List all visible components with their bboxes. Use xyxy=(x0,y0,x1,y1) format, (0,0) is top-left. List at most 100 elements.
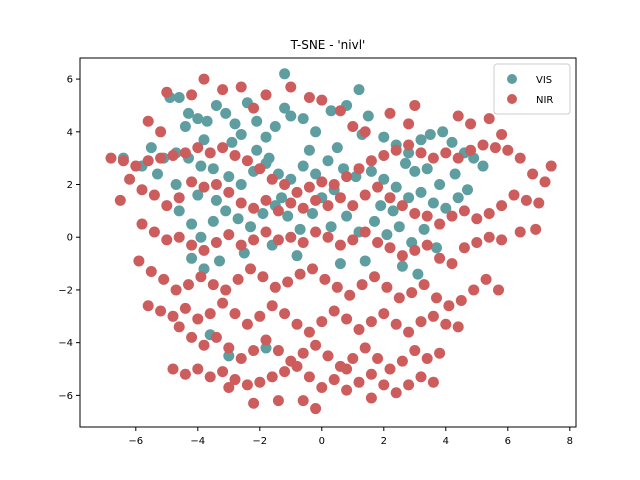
scatter-point-nir-95 xyxy=(148,226,160,238)
scatter-point-nir-171 xyxy=(328,305,340,317)
scatter-point-nir-89 xyxy=(483,208,495,220)
scatter-point-vis-54 xyxy=(452,192,464,204)
scatter-point-nir-44 xyxy=(285,81,297,93)
scatter-point-nir-220 xyxy=(365,368,377,380)
x-tick-label: 0 xyxy=(319,436,325,447)
scatter-point-nir-222 xyxy=(390,387,402,399)
scatter-point-nir-230 xyxy=(365,392,377,404)
scatter-point-vis-115 xyxy=(279,102,291,114)
scatter-point-nir-75 xyxy=(310,194,322,206)
scatter-point-vis-92 xyxy=(331,142,343,154)
scatter-point-nir-91 xyxy=(508,189,520,201)
scatter-point-nir-179 xyxy=(427,310,439,322)
scatter-point-vis-51 xyxy=(415,186,427,198)
scatter-point-nir-35 xyxy=(539,176,551,188)
scatter-point-nir-121 xyxy=(471,237,483,248)
scatter-point-nir-61 xyxy=(136,184,148,196)
scatter-point-nir-100 xyxy=(210,237,222,248)
scatter-point-nir-135 xyxy=(245,263,256,275)
scatter-point-nir-203 xyxy=(434,347,446,359)
scatter-point-nir-160 xyxy=(192,313,204,325)
scatter-point-nir-16 xyxy=(303,181,315,193)
scatter-point-nir-101 xyxy=(223,229,235,241)
scatter-point-vis-18 xyxy=(353,84,365,96)
scatter-point-nir-11 xyxy=(241,155,253,167)
scatter-point-nir-151 xyxy=(443,300,455,312)
scatter-point-vis-87 xyxy=(375,200,387,212)
scatter-point-nir-103 xyxy=(248,234,260,246)
scatter-point-nir-104 xyxy=(260,226,272,238)
scatter-point-nir-65 xyxy=(186,176,198,188)
scatter-point-vis-20 xyxy=(378,131,390,143)
scatter-point-nir-189 xyxy=(260,334,272,346)
scatter-point-nir-156 xyxy=(142,300,154,312)
scatter-point-vis-56 xyxy=(173,205,185,217)
scatter-point-nir-52 xyxy=(409,99,421,111)
scatter-point-nir-208 xyxy=(217,366,229,378)
scatter-point-nir-201 xyxy=(409,345,421,357)
scatter-point-nir-109 xyxy=(322,231,334,243)
scatter-point-nir-41 xyxy=(235,81,247,93)
scatter-point-nir-66 xyxy=(198,181,210,193)
scatter-point-vis-25 xyxy=(437,126,449,138)
scatter-point-vis-59 xyxy=(207,215,219,227)
y-tick-label: 6 xyxy=(67,75,73,86)
scatter-point-vis-85 xyxy=(396,260,408,272)
scatter-point-nir-23 xyxy=(390,144,402,156)
scatter-point-nir-168 xyxy=(291,318,303,330)
scatter-point-nir-98 xyxy=(186,239,198,251)
scatter-point-vis-13 xyxy=(285,110,297,122)
scatter-point-nir-71 xyxy=(260,194,272,206)
x-tick-label: 6 xyxy=(505,436,511,447)
y-tick-label: 0 xyxy=(67,233,73,244)
scatter-point-vis-60 xyxy=(220,205,232,217)
legend-label-nir: NIR xyxy=(536,95,553,106)
scatter-point-nir-161 xyxy=(204,308,216,320)
scatter-point-nir-218 xyxy=(341,384,353,396)
scatter-point-nir-105 xyxy=(272,234,284,246)
y-tick-label: −2 xyxy=(58,285,73,296)
scatter-point-vis-14 xyxy=(297,113,309,125)
scatter-point-nir-78 xyxy=(347,200,359,212)
scatter-point-nir-36 xyxy=(545,160,557,172)
scatter-point-nir-68 xyxy=(223,186,235,198)
scatter-point-vis-57 xyxy=(186,218,198,230)
scatter-point-nir-30 xyxy=(477,139,489,151)
scatter-point-nir-172 xyxy=(341,313,353,325)
scatter-point-nir-122 xyxy=(483,231,495,243)
scatter-point-vis-103 xyxy=(192,189,204,201)
scatter-point-nir-4 xyxy=(155,152,167,164)
scatter-point-nir-112 xyxy=(359,226,371,238)
scatter-point-nir-138 xyxy=(282,276,294,288)
scatter-point-vis-62 xyxy=(245,221,256,233)
scatter-point-nir-165 xyxy=(254,310,266,322)
scatter-point-vis-35 xyxy=(207,163,219,175)
scatter-point-nir-144 xyxy=(356,279,368,291)
scatter-point-nir-173 xyxy=(353,323,365,335)
scatter-point-nir-197 xyxy=(359,342,371,354)
scatter-point-nir-84 xyxy=(421,210,433,222)
scatter-point-nir-80 xyxy=(372,181,384,193)
scatter-point-nir-183 xyxy=(186,331,198,343)
scatter-point-nir-77 xyxy=(334,192,346,204)
scatter-point-nir-15 xyxy=(291,186,303,198)
scatter-point-nir-37 xyxy=(161,86,173,98)
scatter-point-nir-9 xyxy=(217,142,229,154)
chart-title: T-SNE - 'nivl' xyxy=(290,38,366,52)
scatter-point-nir-13 xyxy=(266,173,278,185)
scatter-point-nir-1 xyxy=(117,155,129,167)
scatter-point-vis-43 xyxy=(310,168,322,180)
scatter-point-nir-115 xyxy=(396,250,408,262)
scatter-point-nir-97 xyxy=(173,231,185,243)
scatter-point-vis-50 xyxy=(403,192,415,204)
legend-marker-nir xyxy=(507,94,517,104)
scatter-point-nir-31 xyxy=(489,142,501,154)
scatter-point-nir-209 xyxy=(229,374,241,386)
scatter-point-vis-15 xyxy=(310,126,322,138)
scatter-point-nir-34 xyxy=(527,168,539,180)
scatter-point-nir-111 xyxy=(347,234,359,246)
scatter-point-nir-157 xyxy=(155,305,167,317)
scatter-point-nir-10 xyxy=(229,150,241,162)
scatter-point-vis-67 xyxy=(307,208,318,220)
scatter-point-vis-4 xyxy=(201,115,213,127)
